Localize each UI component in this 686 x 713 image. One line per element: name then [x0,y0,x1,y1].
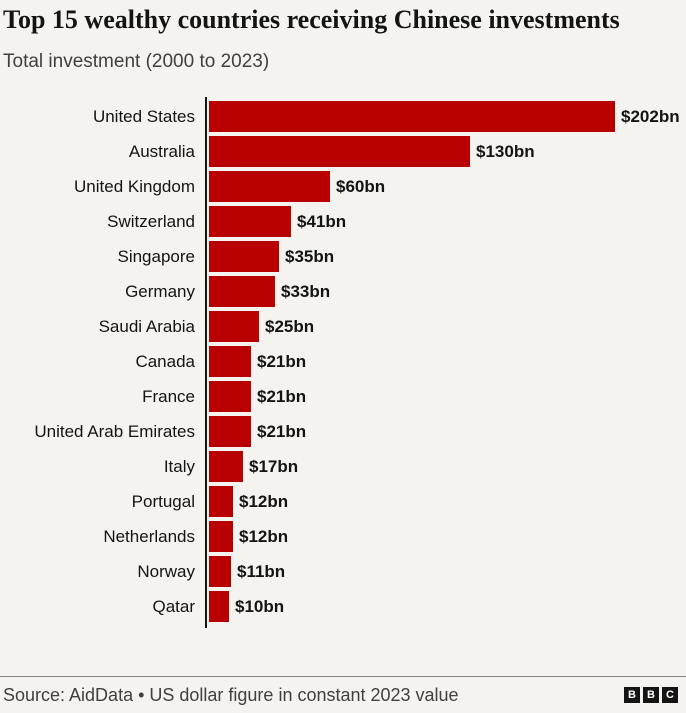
bar-track: $21bn [207,344,686,379]
value-label: $33bn [281,281,331,301]
bar-track: $60bn [207,169,686,204]
chart-row: Germany $33bn [0,274,686,309]
country-label: Switzerland [107,211,195,231]
country-label: United States [92,106,195,126]
country-label: United Arab Emirates [34,421,195,441]
bar [209,416,251,447]
chart-row: Australia $130bn [0,134,686,169]
bar [209,171,330,202]
chart-row: Netherlands $12bn [0,519,686,554]
value-label: $21bn [257,386,307,406]
chart-row: Norway $11bn [0,554,686,589]
bar-track: $41bn [207,204,686,239]
bar [209,241,279,272]
chart-row: Saudi Arabia $25bn [0,309,686,344]
value-label: $17bn [249,456,299,476]
country-label: Qatar [152,596,195,616]
bar [209,521,233,552]
bar [209,381,251,412]
bar-track: $17bn [207,449,686,484]
bar [209,206,291,237]
chart-row: Switzerland $41bn [0,204,686,239]
chart-row: Qatar $10bn [0,589,686,624]
value-label: $11bn [237,561,286,581]
source-text: Source: AidData • US dollar figure in co… [3,684,459,705]
chart-row: Singapore $35bn [0,239,686,274]
value-label: $21bn [257,421,307,441]
bar-track: $12bn [207,484,686,519]
country-label: Canada [135,351,195,371]
bar-track: $130bn [207,134,686,169]
country-label: Germany [125,281,195,301]
bar-track: $33bn [207,274,686,309]
chart-row: United States $202bn [0,99,686,134]
bar [209,591,229,622]
country-label: Saudi Arabia [98,316,195,336]
bar-track: $10bn [207,589,686,624]
bar-track: $35bn [207,239,686,274]
value-label: $60bn [336,176,386,196]
chart-row: Portugal $12bn [0,484,686,519]
bbc-logo-square: B [624,687,640,703]
bar [209,276,275,307]
bar [209,556,231,587]
bar [209,101,615,132]
chart-row: United Arab Emirates $21bn [0,414,686,449]
bar-track: $21bn [207,414,686,449]
bar [209,346,251,377]
value-label: $130bn [476,141,535,161]
value-label: $10bn [235,596,285,616]
bbc-logo-square: B [643,687,659,703]
value-label: $12bn [239,491,289,511]
country-label: Portugal [131,491,195,511]
country-label: Australia [128,141,195,161]
bar-track: $25bn [207,309,686,344]
chart-row: United Kingdom $60bn [0,169,686,204]
bar [209,486,233,517]
bbc-logo-square: C [662,687,678,703]
value-label: $21bn [257,351,307,371]
bar-track: $11bn [207,554,686,589]
bar-track: $21bn [207,379,686,414]
bar [209,451,243,482]
chart-row: France $21bn [0,379,686,414]
chart-row: Canada $21bn [0,344,686,379]
chart-footer: Source: AidData • US dollar figure in co… [0,676,686,713]
bar [209,311,259,342]
bar [209,136,470,167]
chart-subtitle: Total investment (2000 to 2023) [3,51,270,72]
country-label: Norway [137,561,195,581]
country-label: Singapore [117,246,195,266]
value-label: $25bn [265,316,315,336]
country-label: Netherlands [103,526,195,546]
country-label: France [142,386,195,406]
y-axis-line [205,97,207,628]
value-label: $35bn [285,246,335,266]
bar-track: $202bn [207,99,686,134]
country-label: Italy [163,456,195,476]
chart-row: Italy $17bn [0,449,686,484]
bar-chart: United States $202bn Australia $130bn United… [0,97,686,628]
value-label: $202bn [621,106,680,126]
bar-track: $12bn [207,519,686,554]
value-label: $41bn [297,211,347,231]
value-label: $12bn [239,526,289,546]
country-label: United Kingdom [74,176,195,196]
chart-title: Top 15 wealthy countries receiving Chine… [3,5,620,34]
chart-header: Top 15 wealthy countries receiving Chine… [0,0,686,73]
